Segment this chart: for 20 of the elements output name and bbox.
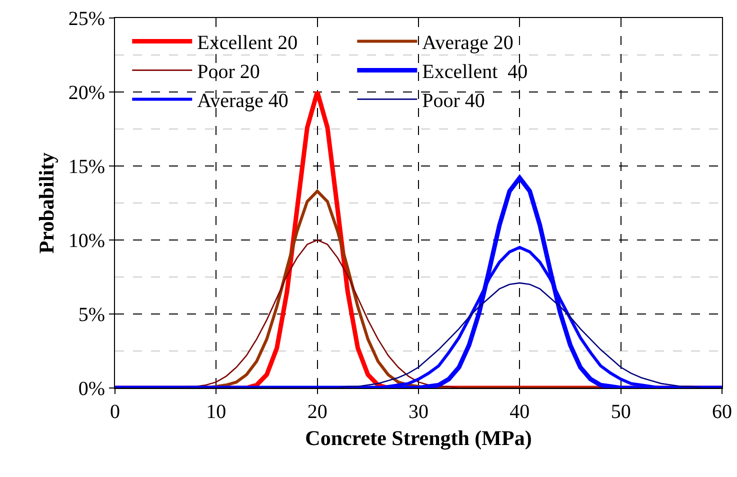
legend-label: Average 20 — [422, 32, 514, 54]
y-tick-label: 5% — [78, 304, 105, 326]
y-tick-label: 20% — [68, 82, 105, 104]
y-tick-label: 25% — [68, 8, 105, 30]
legend-label: Excellent 20 — [197, 32, 298, 54]
x-tick-label: 10 — [206, 401, 226, 423]
x-tick-label: 0 — [110, 401, 120, 423]
y-tick-label: 0% — [78, 378, 105, 400]
x-tick-label: 50 — [610, 401, 631, 423]
x-tick-label: 60 — [712, 401, 732, 423]
y-axis-title: Probability — [34, 152, 58, 254]
legend-label: Poor 40 — [422, 90, 485, 112]
legend-label: Poor 20 — [197, 61, 260, 83]
x-tick-label: 30 — [408, 401, 428, 423]
y-tick-label: 10% — [68, 230, 105, 252]
y-tick-label: 15% — [68, 156, 105, 178]
x-axis-title: Concrete Strength (MPa) — [305, 426, 532, 450]
legend-label: Average 40 — [197, 90, 288, 112]
x-tick-label: 40 — [510, 401, 530, 423]
x-tick-label: 20 — [307, 401, 328, 423]
